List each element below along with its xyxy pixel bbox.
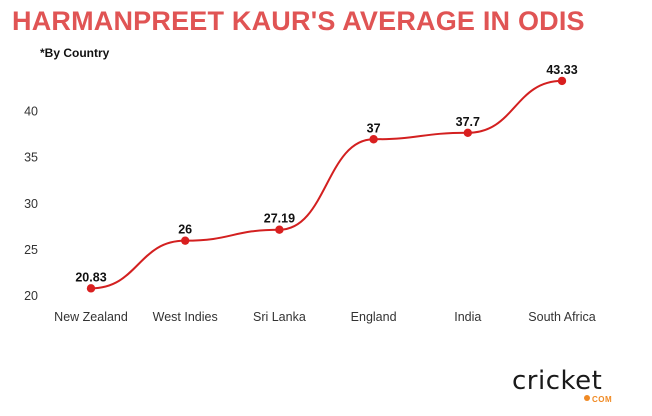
x-tick-label: Sri Lanka xyxy=(253,310,306,324)
x-tick-label: New Zealand xyxy=(54,310,128,324)
y-tick-label: 35 xyxy=(24,151,38,165)
data-labels: 20.83 26 27.19 37 37.7 43.33 xyxy=(75,63,577,284)
data-label: 26 xyxy=(178,223,192,237)
data-point xyxy=(275,225,284,234)
logo-domain: COM xyxy=(592,395,613,404)
logo-dot-icon xyxy=(584,395,590,401)
data-point xyxy=(181,236,190,245)
logo-wordmark: cricket xyxy=(512,366,603,396)
y-axis: 20 25 30 35 40 xyxy=(24,105,38,303)
data-label: 37 xyxy=(367,121,381,135)
chart-title: HARMANPREET KAUR'S AVERAGE IN ODIS xyxy=(12,6,585,36)
data-label: 43.33 xyxy=(546,63,577,77)
x-axis: New Zealand West Indies Sri Lanka England In… xyxy=(54,310,596,324)
cricket-logo: cricket COM xyxy=(512,366,632,406)
y-tick-label: 20 xyxy=(24,289,38,303)
data-point xyxy=(463,128,472,138)
x-tick-label: South Africa xyxy=(528,310,595,324)
x-tick-label: West Indies xyxy=(153,310,218,324)
data-point xyxy=(557,76,567,86)
data-label: 37.7 xyxy=(456,115,480,129)
data-label: 20.83 xyxy=(75,270,106,284)
series-line xyxy=(90,79,563,290)
data-point xyxy=(86,284,96,293)
data-label: 27.19 xyxy=(264,212,295,226)
x-tick-label: England xyxy=(351,310,397,324)
data-markers xyxy=(86,76,567,293)
y-tick-label: 30 xyxy=(24,197,38,211)
data-point xyxy=(369,135,378,144)
x-tick-label: India xyxy=(454,310,481,324)
y-tick-label: 25 xyxy=(24,243,38,257)
y-tick-label: 40 xyxy=(24,105,38,119)
chart-subtitle: *By Country xyxy=(40,46,110,60)
